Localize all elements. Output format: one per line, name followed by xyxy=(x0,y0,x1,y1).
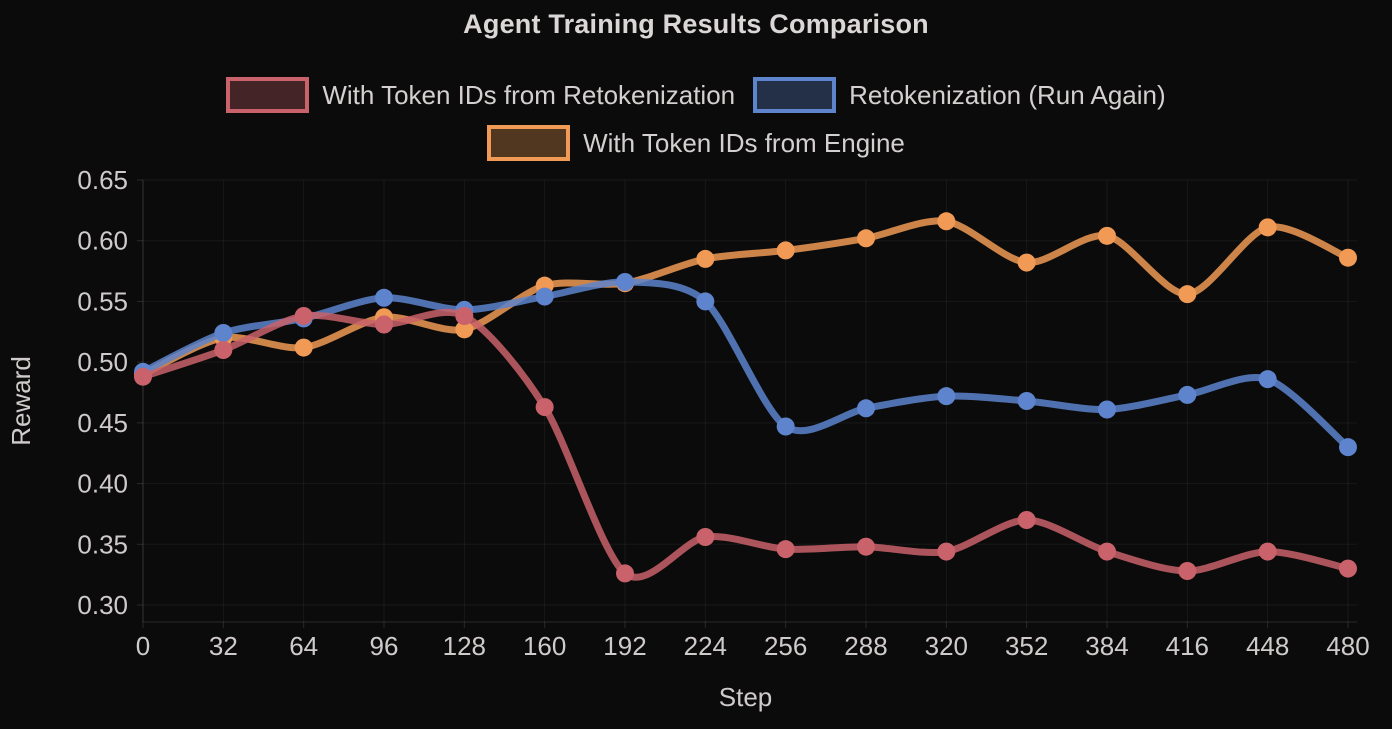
legend-swatch xyxy=(487,125,571,161)
data-point xyxy=(1178,385,1197,404)
data-point xyxy=(857,399,875,418)
chart-legend: With Token IDs from Retokenization Retoke… xyxy=(0,77,1392,161)
x-tick-label: 352 xyxy=(1005,631,1048,661)
series-line xyxy=(139,217,1352,378)
y-tick-label: 0.35 xyxy=(77,529,128,559)
data-point xyxy=(455,307,474,325)
x-axis-title: Step xyxy=(719,682,773,712)
data-point xyxy=(535,398,554,417)
x-tick-label: 288 xyxy=(844,631,887,661)
y-tick-label: 0.50 xyxy=(77,347,128,377)
y-tick-label: 0.65 xyxy=(77,165,128,195)
data-point xyxy=(535,287,554,306)
legend-label: With Token IDs from Engine xyxy=(583,128,905,158)
legend-item[interactable]: With Token IDs from Engine xyxy=(487,125,905,161)
x-tick-label: 192 xyxy=(603,631,646,661)
data-point xyxy=(1098,226,1116,245)
data-point xyxy=(937,542,956,561)
x-tick-label: 160 xyxy=(523,631,566,661)
legend-swatch xyxy=(753,77,837,113)
legend-row: With Token IDs from Engine xyxy=(487,125,905,161)
data-point xyxy=(1258,542,1277,561)
x-tick-label: 416 xyxy=(1166,631,1209,661)
chart-title: Agent Training Results Comparison xyxy=(463,9,929,39)
series-line xyxy=(139,308,1352,581)
data-point xyxy=(696,292,715,311)
data-point xyxy=(937,212,956,231)
data-point xyxy=(134,367,152,386)
data-point xyxy=(375,315,393,334)
legend-row: With Token IDs from Retokenization Retoke… xyxy=(226,77,1166,113)
data-point xyxy=(1098,542,1116,561)
data-point xyxy=(1098,400,1116,419)
data-point xyxy=(937,387,956,406)
data-point xyxy=(1258,218,1277,237)
data-point xyxy=(1017,511,1036,529)
x-tick-label: 320 xyxy=(925,631,968,661)
x-tick-label: 0 xyxy=(136,631,150,661)
series-line xyxy=(139,278,1352,451)
data-point xyxy=(294,338,313,357)
legend-label: With Token IDs from Retokenization xyxy=(322,80,736,110)
data-point xyxy=(1258,370,1277,389)
legend-item[interactable]: With Token IDs from Retokenization xyxy=(226,77,735,113)
y-tick-label: 0.40 xyxy=(77,469,128,499)
data-point xyxy=(776,417,795,436)
y-tick-label: 0.60 xyxy=(77,226,128,256)
x-tick-label: 32 xyxy=(209,631,238,661)
x-tick-label: 448 xyxy=(1246,631,1289,661)
x-tick-label: 224 xyxy=(684,631,727,661)
y-tick-label: 0.45 xyxy=(77,408,128,438)
data-point xyxy=(214,341,233,359)
x-tick-label: 256 xyxy=(764,631,807,661)
y-tick-label: 0.55 xyxy=(77,286,128,316)
x-tick-label: 64 xyxy=(289,631,318,661)
data-point xyxy=(1017,392,1036,410)
x-tick-label: 480 xyxy=(1326,631,1369,661)
y-tick-label: 0.30 xyxy=(77,590,128,620)
legend-swatch xyxy=(226,77,310,113)
data-point xyxy=(1178,562,1197,580)
data-point xyxy=(1178,285,1197,304)
data-point xyxy=(214,324,233,342)
data-point xyxy=(696,249,715,268)
data-point xyxy=(857,537,875,556)
data-point xyxy=(857,229,875,248)
x-tick-label: 128 xyxy=(443,631,486,661)
x-tick-label: 384 xyxy=(1085,631,1128,661)
data-point xyxy=(294,307,313,325)
data-point xyxy=(375,288,393,307)
data-point xyxy=(696,528,715,546)
data-point xyxy=(1339,248,1357,267)
y-axis-title: Reward xyxy=(6,356,36,446)
legend-label: Retokenization (Run Again) xyxy=(849,80,1166,110)
data-point xyxy=(1339,438,1357,457)
legend-item[interactable]: Retokenization (Run Again) xyxy=(753,77,1166,113)
data-point xyxy=(1017,253,1036,272)
data-point xyxy=(1339,559,1357,578)
data-point xyxy=(776,241,795,260)
data-point xyxy=(776,540,795,559)
data-point xyxy=(616,564,634,583)
x-tick-label: 96 xyxy=(370,631,399,661)
data-point xyxy=(616,273,634,291)
data-point xyxy=(455,320,474,339)
